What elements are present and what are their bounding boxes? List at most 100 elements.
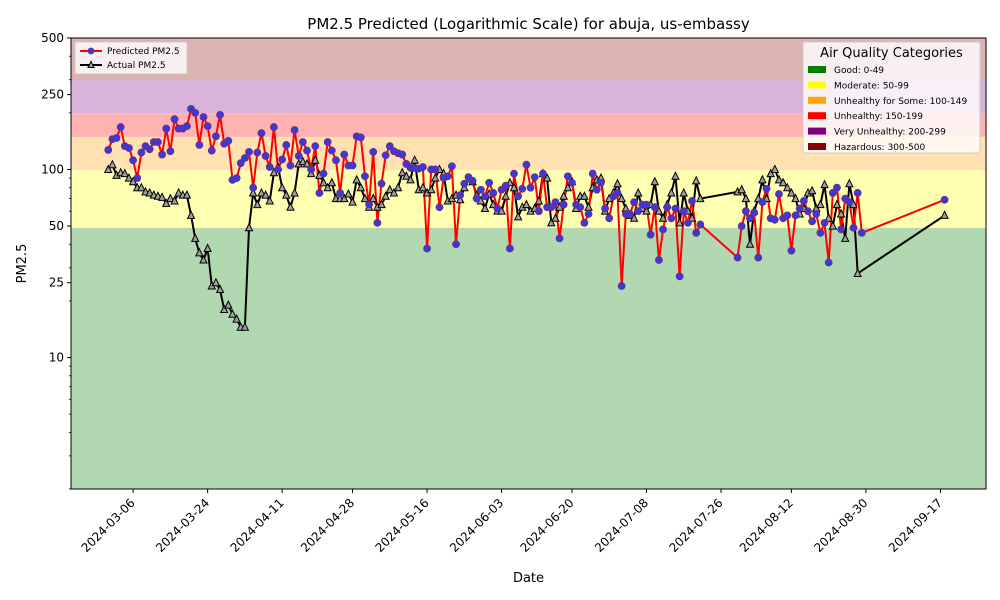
category-legend-label: Good: 0-49 (834, 66, 884, 76)
predicted-point (435, 203, 444, 212)
predicted-point (332, 156, 340, 165)
predicted-point (125, 144, 133, 152)
actual-point (161, 198, 171, 207)
category-legend-label: Unhealthy for Some: 100-149 (834, 97, 967, 107)
actual-point (224, 299, 233, 309)
predicted-point (385, 142, 394, 151)
predicted-point (361, 172, 369, 181)
predicted-point (663, 203, 672, 212)
predicted-point (675, 272, 684, 281)
predicted-point (770, 215, 779, 224)
series-legend-label: Predicted PM2.5 (107, 47, 180, 57)
predicted-point (601, 204, 609, 213)
category-legend-label: Very Unhealthy: 200-299 (834, 128, 946, 138)
predicted-point (597, 178, 605, 187)
actual-point (195, 247, 204, 257)
actual-point (319, 177, 328, 187)
actual-point (563, 182, 573, 192)
predicted-point (555, 234, 564, 243)
actual-point (832, 199, 842, 209)
actual-point (691, 175, 701, 185)
actual-point (360, 193, 370, 203)
predicted-point (522, 160, 531, 169)
x-tick-label: 2024-07-08 (592, 496, 651, 555)
predicted-point (592, 185, 601, 194)
predicted-point (195, 141, 204, 149)
predicted-point (940, 195, 949, 204)
predicted-point (311, 142, 320, 151)
predicted-point (456, 191, 465, 200)
x-tick-label: 2024-04-28 (298, 496, 357, 555)
predicted-point (145, 145, 154, 154)
actual-point (824, 213, 833, 222)
predicted-point (261, 152, 270, 160)
predicted-point (799, 197, 808, 205)
actual-point (766, 168, 776, 178)
predicted-point (845, 198, 854, 207)
predicted-point (493, 204, 502, 213)
predicted-point (733, 253, 742, 262)
predicted-point (232, 174, 241, 182)
actual-point (675, 217, 684, 227)
x-axis-label: Date (513, 571, 544, 586)
category-legend-swatch (808, 112, 826, 120)
actual-point (431, 172, 440, 182)
x-tick-label: 2024-07-26 (666, 496, 725, 555)
predicted-point (671, 204, 680, 213)
actual-point (219, 304, 229, 314)
x-tick-label: 2024-05-16 (373, 496, 432, 555)
y-tick-label: 25 (49, 276, 64, 290)
actual-point (302, 158, 312, 168)
predicted-point (452, 240, 460, 249)
category-legend-swatch (808, 66, 826, 73)
predicted-point (787, 246, 796, 255)
actual-point (534, 195, 544, 205)
actual-point (774, 174, 784, 184)
predicted-point (253, 148, 262, 157)
predicted-point (423, 244, 431, 253)
actual-point (745, 239, 755, 248)
y-tick-label: 10 (49, 351, 64, 365)
predicted-point (356, 133, 365, 142)
predicted-point (783, 211, 792, 220)
actual-point (286, 202, 295, 211)
actual-point (658, 213, 668, 222)
actual-point (613, 178, 622, 188)
predicted-point (319, 169, 328, 178)
predicted-point (236, 159, 245, 168)
series-legend: Predicted PM2.5 Actual PM2.5 (74, 41, 188, 75)
actual-point (186, 210, 196, 219)
actual-point (348, 197, 357, 206)
actual-point (426, 184, 436, 194)
actual-point (455, 194, 465, 204)
predicted-point (617, 282, 626, 290)
predicted-point (791, 211, 800, 220)
predicted-point (348, 161, 357, 170)
predicted-point (853, 189, 862, 197)
actual-point (546, 217, 556, 227)
predicted-point (534, 207, 543, 216)
x-tick-label: 2024-09-17 (886, 496, 945, 555)
actual-point (940, 210, 949, 219)
y-axis: 10 25 50 100 250 500 (41, 31, 71, 490)
actual-point (261, 190, 270, 199)
predicted-point (162, 124, 171, 133)
x-tick-label: 2024-04-11 (228, 496, 287, 555)
predicted-point (112, 134, 121, 142)
predicted-point (746, 214, 754, 223)
predicted-point (398, 150, 407, 159)
predicted-point (646, 230, 655, 239)
predicted-point (758, 198, 767, 207)
actual-point (654, 206, 664, 215)
predicted-point (812, 210, 821, 218)
predicted-point (568, 178, 576, 187)
actual-point (298, 156, 308, 166)
category-legend-swatch (808, 96, 826, 104)
predicted-point (510, 169, 518, 178)
actual-point (103, 164, 113, 173)
predicted-point (381, 151, 390, 160)
category-legend: Air Quality Categories Good: 0-49 Moderate… (802, 41, 981, 154)
actual-point (667, 187, 676, 197)
predicted-point (820, 218, 829, 227)
